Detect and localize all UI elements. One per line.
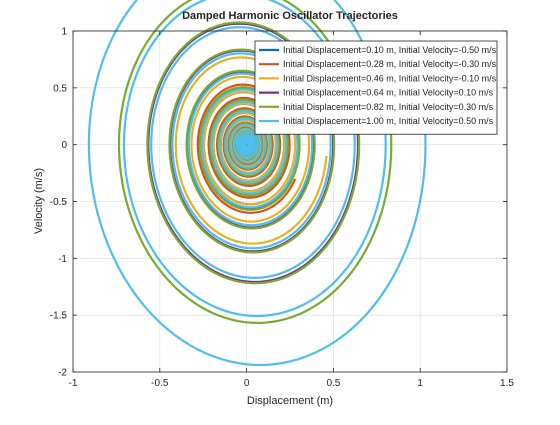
- x-tick-label: -0.5: [151, 378, 169, 389]
- y-tick-label: 1: [61, 27, 67, 38]
- ticks: -1 -0.5 0 0.5 1 1.5 -2 -1.5 -1 -0.5 0 0.5 1: [50, 27, 515, 390]
- series-layer: [87, 0, 427, 367]
- x-tick-label: -1: [69, 378, 78, 389]
- x-tick-label: 0.5: [326, 378, 340, 389]
- x-tick-label: 1.5: [500, 378, 514, 389]
- series-line-6: [87, 0, 427, 367]
- legend-label: Initial Displacement=1.00 m, Initial Vel…: [283, 116, 494, 126]
- chart-title: Damped Harmonic Oscillator Trajectories: [182, 10, 398, 22]
- legend-label: Initial Displacement=0.28 m, Initial Vel…: [283, 59, 497, 69]
- y-tick-label: -2: [58, 368, 67, 379]
- x-axis-label: Displacement (m): [247, 395, 333, 407]
- y-tick-label: -1.5: [50, 311, 68, 322]
- legend-label: Initial Displacement=0.82 m, Initial Vel…: [283, 102, 494, 112]
- legend-label: Initial Displacement=0.46 m, Initial Vel…: [283, 73, 497, 83]
- y-tick-label: 0.5: [53, 83, 67, 94]
- x-tick-label: 1: [417, 378, 423, 389]
- legend: Initial Displacement=0.10 m, Initial Vel…: [254, 40, 498, 135]
- legend-box: [254, 40, 498, 135]
- y-axis-label: Velocity (m/s): [33, 168, 45, 234]
- x-tick-label: 0: [244, 378, 250, 389]
- legend-label: Initial Displacement=0.64 m, Initial Vel…: [283, 88, 494, 98]
- y-tick-label: -1: [58, 254, 67, 265]
- legend-label: Initial Displacement=0.10 m, Initial Vel…: [283, 45, 497, 55]
- y-tick-label: 0: [61, 140, 67, 151]
- y-tick-label: -0.5: [50, 197, 68, 208]
